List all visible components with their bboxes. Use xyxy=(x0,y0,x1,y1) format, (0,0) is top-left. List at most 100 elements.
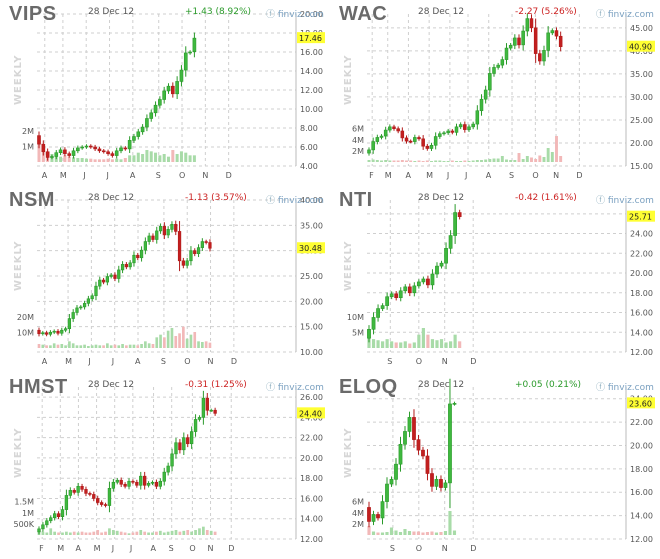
candle xyxy=(145,118,149,128)
volume-tick-label: 1.5M xyxy=(14,498,34,507)
candle xyxy=(166,229,170,236)
volume-bar xyxy=(163,337,166,348)
ticker-symbol[interactable]: WAC xyxy=(339,3,388,25)
price-change: -2.27 (5.26%) xyxy=(515,7,577,17)
volume-bar xyxy=(381,341,385,348)
finviz-brand[interactable]: ⓕ finviz.com xyxy=(266,7,324,20)
volume-bar xyxy=(37,344,41,348)
volume-bar xyxy=(430,161,433,162)
ticker-symbol[interactable]: HMST xyxy=(9,376,68,398)
volume-bar xyxy=(389,527,394,535)
brand-label: finviz.com xyxy=(607,10,654,20)
x-tick-label: A xyxy=(405,171,411,180)
candle xyxy=(178,442,182,451)
candle xyxy=(442,132,446,135)
candle xyxy=(434,479,439,487)
candle xyxy=(166,465,170,473)
volume-bar xyxy=(380,160,383,162)
y-tick-label: 22.00 xyxy=(630,418,653,427)
chart-panel-wac[interactable]: 45.0040.0035.0030.0025.0020.0015.00FMAMJ… xyxy=(330,0,660,186)
candle xyxy=(171,85,175,95)
ticker-symbol[interactable]: NSM xyxy=(9,189,55,211)
volume-bar xyxy=(438,160,442,162)
ticker-symbol[interactable]: VIPS xyxy=(9,3,57,25)
candle xyxy=(383,129,388,137)
finviz-brand[interactable]: ⓕ finviz.com xyxy=(266,380,324,393)
volume-bar xyxy=(443,531,448,535)
volume-bar xyxy=(125,345,128,348)
volume-bar xyxy=(170,328,174,348)
volume-bar xyxy=(390,341,394,348)
y-tick-label: 25.00 xyxy=(300,272,323,281)
volume-bar xyxy=(400,160,404,162)
candle xyxy=(88,493,92,495)
volume-bar xyxy=(453,334,457,348)
x-tick-label: N xyxy=(442,544,448,553)
volume-bar xyxy=(79,345,83,348)
x-tick-label: S xyxy=(390,544,395,553)
candle xyxy=(208,242,212,249)
finviz-brand[interactable]: ⓕ finviz.com xyxy=(596,7,654,20)
candle xyxy=(107,488,112,506)
candle xyxy=(94,285,98,297)
volume-bar xyxy=(480,160,483,162)
y-tick-label: 20.00 xyxy=(300,10,323,19)
chart-panel-eloq[interactable]: 24.0022.0020.0018.0016.0014.0012.00SOND6… xyxy=(330,373,660,559)
chart-panel-vips[interactable]: 20.0018.0016.0014.0012.0010.008.006.004.… xyxy=(0,0,330,186)
volume-bar xyxy=(463,160,467,162)
candle xyxy=(182,437,186,451)
x-tick-label: O xyxy=(416,357,422,366)
finviz-brand[interactable]: ⓕ finviz.com xyxy=(266,193,324,206)
candlestick-chart: 20.0018.0016.0014.0012.0010.008.006.004.… xyxy=(22,10,325,180)
finviz-brand[interactable]: ⓕ finviz.com xyxy=(596,193,654,206)
candle xyxy=(376,308,380,318)
candle xyxy=(80,146,84,149)
volume-bar xyxy=(53,531,57,535)
volume-tick-label: 6M xyxy=(352,125,364,134)
candle xyxy=(135,481,139,486)
volume-bar xyxy=(385,532,389,535)
candle xyxy=(385,483,389,502)
x-tick-label: S xyxy=(156,171,161,180)
candle xyxy=(209,409,213,412)
volume-bar xyxy=(446,161,450,162)
volume-bar xyxy=(399,342,403,348)
volume-bar xyxy=(500,156,504,162)
ticker-symbol[interactable]: NTI xyxy=(339,189,373,211)
volume-bar xyxy=(72,531,76,535)
volume-tick-label: 2M xyxy=(22,127,34,136)
finviz-brand[interactable]: ⓕ finviz.com xyxy=(596,380,654,393)
candle xyxy=(139,249,144,259)
candle xyxy=(412,417,416,440)
candle xyxy=(421,138,425,147)
y-tick-label: 40.00 xyxy=(300,196,323,205)
chart-panel-hmst[interactable]: 26.0024.0022.0020.0018.0016.0014.0012.00… xyxy=(0,373,330,559)
candle xyxy=(367,328,371,339)
volume-bar xyxy=(396,160,400,162)
volume-bar xyxy=(394,530,398,535)
brand-label: finviz.com xyxy=(277,196,324,206)
x-tick-label: D xyxy=(576,171,582,180)
chart-panel-nsm[interactable]: 40.0035.0030.0025.0020.0015.0010.00AMJJA… xyxy=(0,186,330,372)
candlestick-chart: 24.0022.0020.0018.0016.0014.0012.00SOND6… xyxy=(352,378,655,553)
volume-bar xyxy=(193,332,197,348)
y-tick-label: 20.00 xyxy=(630,139,653,148)
chart-panel-nti[interactable]: 26.0024.0022.0020.0018.0016.0014.0012.00… xyxy=(330,186,660,372)
candle xyxy=(149,112,154,119)
volume-tick-label: 1M xyxy=(22,509,34,518)
ticker-symbol[interactable]: ELOQ xyxy=(339,376,398,398)
candle xyxy=(444,248,448,264)
volume-bar xyxy=(385,339,389,348)
volume-bar xyxy=(559,156,563,162)
volume-tick-label: 5M xyxy=(352,329,364,338)
volume-bar xyxy=(186,530,190,535)
y-tick-label: 14.00 xyxy=(630,328,653,337)
candle xyxy=(82,303,87,308)
volume-bar xyxy=(546,148,550,162)
volume-bar xyxy=(149,151,153,162)
candle xyxy=(45,520,49,526)
candle xyxy=(76,486,80,493)
last-price-highlight xyxy=(627,397,655,409)
candle xyxy=(183,52,188,71)
volume-bar xyxy=(147,343,151,348)
